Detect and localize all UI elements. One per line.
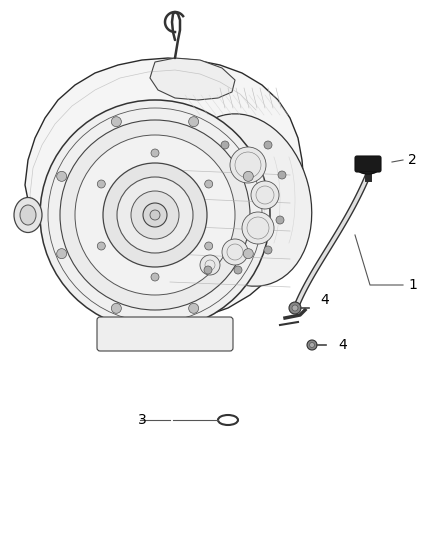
Circle shape <box>242 212 274 244</box>
Circle shape <box>75 135 235 295</box>
Circle shape <box>222 239 248 265</box>
Circle shape <box>234 266 242 274</box>
Ellipse shape <box>14 198 42 232</box>
Text: 4: 4 <box>338 338 347 352</box>
Text: 3: 3 <box>138 413 147 427</box>
Circle shape <box>205 180 213 188</box>
Text: 2: 2 <box>408 153 417 167</box>
Circle shape <box>111 117 121 127</box>
Circle shape <box>244 171 253 181</box>
Circle shape <box>292 305 298 311</box>
Circle shape <box>97 242 105 250</box>
Circle shape <box>264 141 272 149</box>
Circle shape <box>251 181 279 209</box>
Circle shape <box>111 303 121 313</box>
Circle shape <box>57 171 67 181</box>
Circle shape <box>189 117 199 127</box>
Circle shape <box>189 303 199 313</box>
Polygon shape <box>150 58 235 100</box>
Circle shape <box>200 255 220 275</box>
Circle shape <box>150 210 160 220</box>
Circle shape <box>103 163 207 267</box>
Circle shape <box>143 203 167 227</box>
Circle shape <box>230 147 266 183</box>
Polygon shape <box>25 58 304 320</box>
Circle shape <box>60 120 250 310</box>
Circle shape <box>264 246 272 254</box>
Ellipse shape <box>357 162 379 174</box>
Circle shape <box>151 273 159 281</box>
Ellipse shape <box>178 114 312 286</box>
Circle shape <box>40 100 270 330</box>
FancyBboxPatch shape <box>97 317 233 351</box>
Circle shape <box>244 249 253 259</box>
Circle shape <box>117 177 193 253</box>
Circle shape <box>310 343 314 348</box>
Circle shape <box>204 266 212 274</box>
Circle shape <box>278 171 286 179</box>
FancyBboxPatch shape <box>355 156 381 172</box>
Circle shape <box>205 242 213 250</box>
Ellipse shape <box>20 205 36 225</box>
Text: 4: 4 <box>320 293 329 307</box>
Circle shape <box>131 191 179 239</box>
Circle shape <box>276 216 284 224</box>
Circle shape <box>307 340 317 350</box>
Text: 1: 1 <box>408 278 417 292</box>
Circle shape <box>289 302 301 314</box>
Circle shape <box>151 149 159 157</box>
Circle shape <box>221 141 229 149</box>
Circle shape <box>97 180 105 188</box>
Circle shape <box>57 249 67 259</box>
